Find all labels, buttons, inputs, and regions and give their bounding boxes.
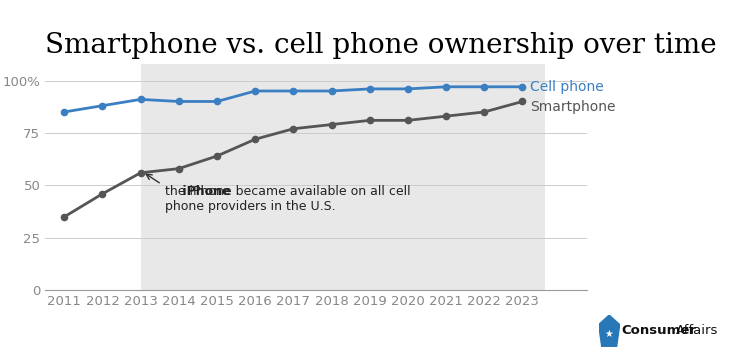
Text: the iPhone became available on all cell
phone providers in the U.S.: the iPhone became available on all cell … bbox=[166, 185, 411, 213]
Text: Cell phone: Cell phone bbox=[530, 80, 604, 94]
Text: Smartphone: Smartphone bbox=[530, 100, 615, 114]
Text: iPhone: iPhone bbox=[166, 185, 231, 198]
Text: ★: ★ bbox=[605, 329, 614, 338]
Text: Smartphone vs. cell phone ownership over time: Smartphone vs. cell phone ownership over… bbox=[45, 32, 717, 59]
Polygon shape bbox=[599, 315, 620, 347]
Text: Affairs: Affairs bbox=[675, 325, 718, 337]
Text: Consumer: Consumer bbox=[621, 325, 697, 337]
Bar bbox=[141, 64, 545, 290]
